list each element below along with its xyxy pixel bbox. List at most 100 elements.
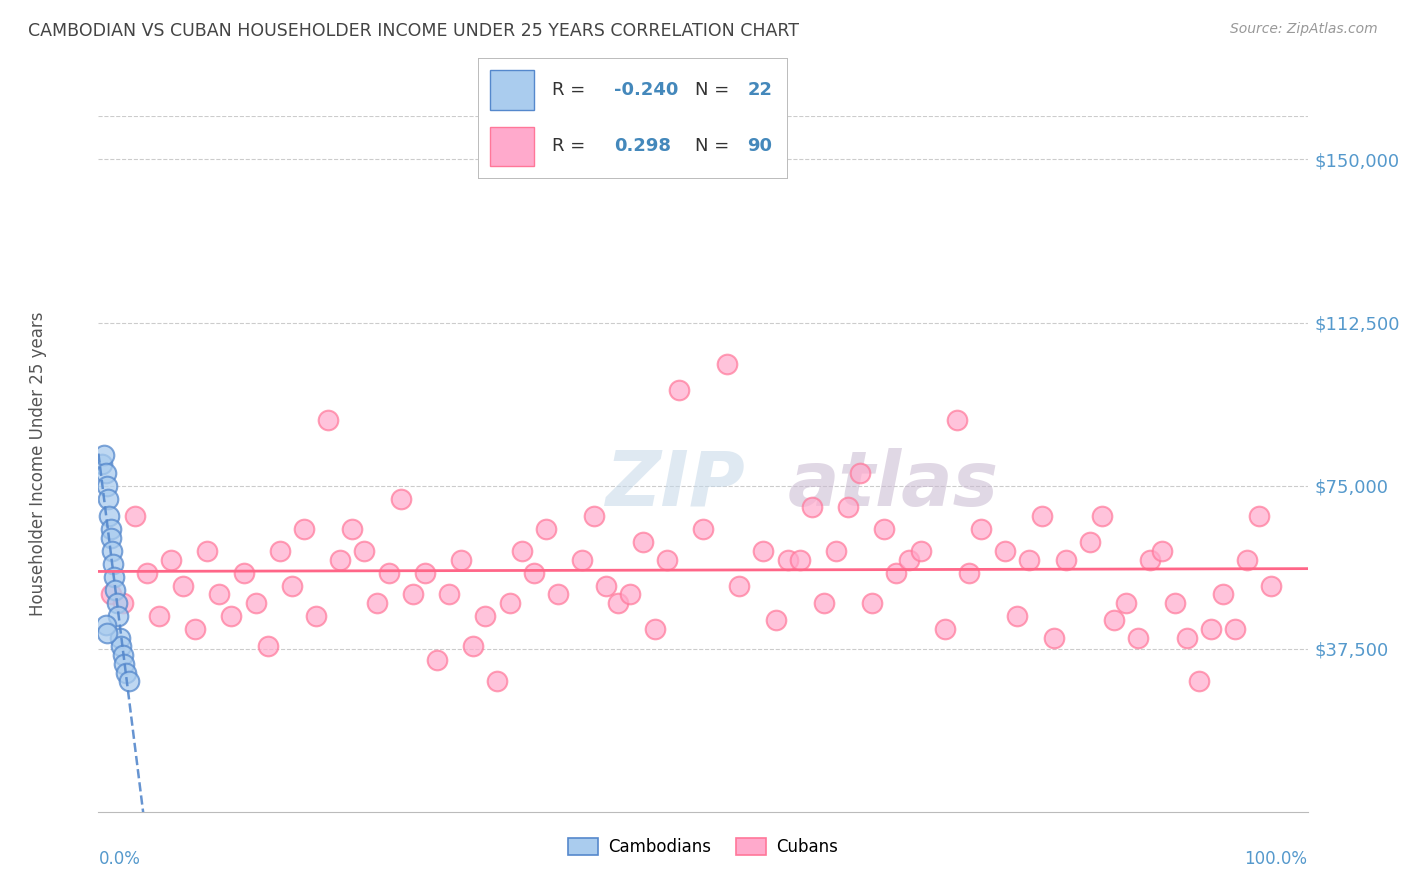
- Point: [886, 566, 908, 580]
- Point: [849, 466, 872, 480]
- Point: [1223, 622, 1246, 636]
- Point: [716, 357, 738, 371]
- Point: [118, 674, 141, 689]
- Point: [1102, 614, 1125, 628]
- FancyBboxPatch shape: [491, 127, 534, 166]
- Point: [1018, 552, 1040, 566]
- Point: [135, 566, 157, 580]
- Point: [256, 640, 278, 654]
- Point: [860, 596, 883, 610]
- Point: [1139, 552, 1161, 566]
- Point: [366, 596, 388, 610]
- Point: [1175, 631, 1198, 645]
- Point: [100, 544, 122, 558]
- Point: [655, 552, 678, 566]
- Text: N =: N =: [695, 81, 734, 100]
- FancyBboxPatch shape: [491, 70, 534, 110]
- Point: [450, 552, 472, 566]
- Point: [728, 579, 751, 593]
- Point: [1249, 508, 1271, 523]
- Text: 0.298: 0.298: [614, 136, 671, 155]
- Point: [547, 587, 569, 601]
- Text: CAMBODIAN VS CUBAN HOUSEHOLDER INCOME UNDER 25 YEARS CORRELATION CHART: CAMBODIAN VS CUBAN HOUSEHOLDER INCOME UN…: [28, 22, 799, 40]
- Point: [534, 522, 557, 536]
- Point: [644, 622, 666, 636]
- Point: [619, 587, 641, 601]
- Point: [96, 478, 118, 492]
- Point: [269, 544, 291, 558]
- Point: [498, 596, 520, 610]
- Point: [103, 570, 125, 584]
- Point: [124, 508, 146, 523]
- Text: ZIP: ZIP: [606, 448, 747, 522]
- Point: [1007, 609, 1029, 624]
- Point: [595, 579, 617, 593]
- Point: [765, 614, 787, 628]
- Point: [98, 508, 121, 523]
- Point: [184, 622, 207, 636]
- Point: [571, 552, 593, 566]
- Point: [100, 531, 122, 545]
- Point: [413, 566, 436, 580]
- Point: [1042, 631, 1064, 645]
- Point: [463, 640, 485, 654]
- Point: [1031, 508, 1053, 523]
- Point: [523, 566, 546, 580]
- Point: [800, 500, 823, 515]
- Point: [97, 491, 120, 506]
- Point: [100, 587, 122, 601]
- Text: 90: 90: [747, 136, 772, 155]
- Point: [957, 566, 980, 580]
- Point: [437, 587, 460, 601]
- Point: [245, 596, 267, 610]
- Point: [105, 596, 128, 610]
- Point: [110, 640, 132, 654]
- Text: 100.0%: 100.0%: [1244, 850, 1308, 868]
- Text: N =: N =: [695, 136, 734, 155]
- Point: [115, 665, 138, 680]
- Point: [232, 566, 254, 580]
- Point: [607, 596, 630, 610]
- Point: [94, 466, 117, 480]
- Point: [111, 648, 134, 662]
- Point: [1078, 535, 1101, 549]
- Point: [631, 535, 654, 549]
- Point: [510, 544, 533, 558]
- Text: R =: R =: [553, 136, 598, 155]
- Point: [1236, 552, 1258, 566]
- Point: [873, 522, 896, 536]
- Point: [91, 457, 114, 471]
- Text: -0.240: -0.240: [614, 81, 679, 100]
- Point: [100, 522, 122, 536]
- Point: [342, 522, 364, 536]
- Point: [910, 544, 932, 558]
- Text: atlas: atlas: [787, 448, 998, 522]
- Point: [316, 413, 339, 427]
- Legend: Cambodians, Cubans: Cambodians, Cubans: [561, 831, 845, 863]
- Point: [281, 579, 304, 593]
- Point: [389, 491, 412, 506]
- Point: [692, 522, 714, 536]
- Point: [668, 383, 690, 397]
- Point: [208, 587, 231, 601]
- Point: [776, 552, 799, 566]
- Point: [96, 626, 118, 640]
- Point: [825, 544, 848, 558]
- Point: [837, 500, 859, 515]
- Point: [107, 609, 129, 624]
- Point: [994, 544, 1017, 558]
- Point: [221, 609, 243, 624]
- Point: [1091, 508, 1114, 523]
- Point: [1260, 579, 1282, 593]
- Point: [474, 609, 496, 624]
- Point: [1128, 631, 1150, 645]
- Point: [486, 674, 509, 689]
- Point: [1152, 544, 1174, 558]
- Text: 0.0%: 0.0%: [98, 850, 141, 868]
- Point: [1199, 622, 1222, 636]
- Point: [172, 579, 194, 593]
- Point: [1115, 596, 1137, 610]
- Point: [101, 557, 124, 571]
- Point: [1212, 587, 1234, 601]
- Point: [1163, 596, 1185, 610]
